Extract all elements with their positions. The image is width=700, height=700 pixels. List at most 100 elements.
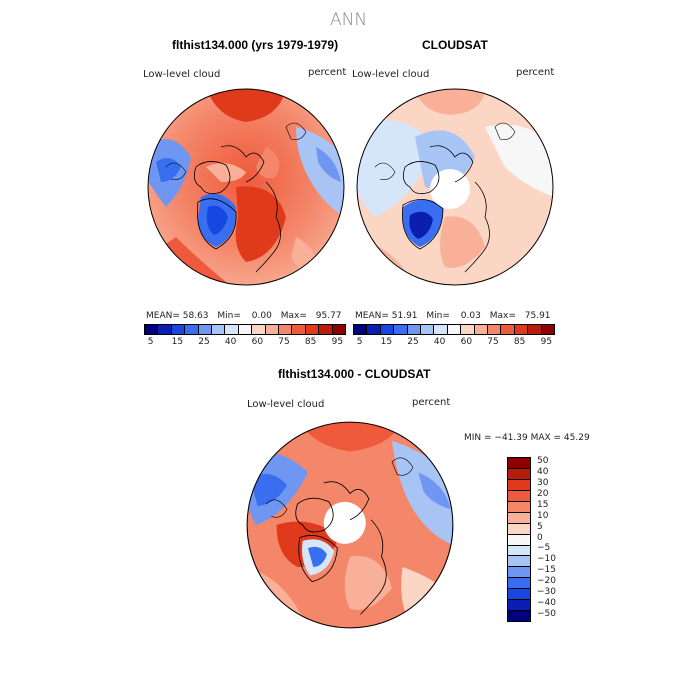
panel3-left-label: Low-level cloud	[247, 399, 325, 410]
colorbar-swatch	[421, 325, 435, 334]
colorbar-swatch	[508, 611, 530, 622]
colorbar-swatch	[508, 589, 530, 601]
colorbar-swatch	[407, 325, 422, 334]
colorbar-tick-label: −15	[537, 565, 556, 576]
colorbar-swatch	[332, 325, 346, 334]
panel2-left-label: Low-level cloud	[352, 69, 430, 80]
panel1-min: 0.00	[251, 311, 272, 321]
panel1-colorbar	[144, 324, 346, 335]
colorbar-tick-label: 85	[304, 337, 317, 347]
panel3-minmax: MIN = −41.39 MAX = 45.29	[464, 433, 590, 443]
colorbar-tick-label: −50	[537, 608, 556, 619]
panel2-mean: 51.91	[391, 311, 418, 321]
panel1-right-label: percent	[308, 67, 347, 78]
colorbar-swatch	[541, 325, 555, 334]
colorbar-tick-label: 25	[407, 337, 419, 347]
colorbar-swatch	[305, 325, 320, 334]
panel2-polar-map	[356, 88, 554, 286]
colorbar-swatch	[212, 325, 226, 334]
panel1-left-label: Low-level cloud	[143, 69, 221, 80]
colorbar-swatch	[265, 325, 280, 334]
colorbar-swatch	[508, 523, 530, 535]
panel1-mean-label: MEAN=	[146, 311, 180, 321]
panel1-max: 95.77	[315, 311, 342, 321]
colorbar-tick-label: 95	[331, 337, 344, 347]
colorbar-tick-label: −40	[537, 597, 556, 608]
panel2-max-label: Max=	[489, 311, 516, 321]
colorbar-swatch	[508, 534, 530, 546]
colorbar-swatch	[145, 325, 159, 334]
panel2-min: 0.03	[460, 311, 481, 321]
colorbar-tick-label: 5	[356, 337, 363, 347]
panel1-max-label: Max=	[280, 311, 307, 321]
colorbar-swatch	[394, 325, 408, 334]
colorbar-swatch	[252, 325, 266, 334]
panel2-mean-label: MEAN=	[355, 311, 389, 321]
colorbar-tick-label: −5	[537, 543, 551, 554]
colorbar-tick-label: 60	[251, 337, 264, 347]
panel3-title: flthist134.000 - CLOUDSAT	[278, 367, 431, 381]
panel2-max: 75.91	[524, 311, 551, 321]
colorbar-swatch	[185, 325, 199, 334]
colorbar-swatch	[354, 325, 368, 334]
colorbar-swatch	[380, 325, 395, 334]
colorbar-tick-label: 5	[537, 521, 543, 532]
colorbar-tick-label: 15	[380, 337, 393, 347]
colorbar-swatch	[461, 325, 475, 334]
colorbar-swatch	[508, 501, 530, 513]
colorbar-tick-label: 0	[537, 532, 543, 543]
panel1-mean: 58.63	[182, 311, 209, 321]
colorbar-swatch	[292, 325, 306, 334]
colorbar-swatch	[508, 556, 530, 568]
colorbar-swatch	[508, 490, 530, 502]
colorbar-tick-label: 75	[278, 337, 290, 347]
colorbar-swatch	[447, 325, 462, 334]
panel1-stats: MEAN= 58.63 Min= 0.00 Max= 95.77	[146, 311, 342, 321]
colorbar-swatch	[238, 325, 253, 334]
colorbar-swatch	[514, 325, 529, 334]
panel2-title: CLOUDSAT	[422, 38, 488, 52]
colorbar-swatch	[508, 578, 530, 590]
colorbar-tick-label: 85	[513, 337, 526, 347]
colorbar-tick-label: 25	[198, 337, 210, 347]
colorbar-tick-label: 30	[537, 478, 549, 489]
colorbar-tick-label: 40	[433, 337, 446, 347]
colorbar-swatch	[158, 325, 172, 334]
colorbar-swatch	[508, 479, 530, 491]
colorbar-tick-label: 15	[537, 499, 549, 510]
colorbar-swatch	[508, 468, 530, 480]
colorbar-swatch	[367, 325, 381, 334]
colorbar-swatch	[508, 600, 530, 612]
panel2-min-label: Min=	[426, 311, 450, 321]
colorbar-swatch	[488, 325, 502, 334]
colorbar-tick-label: −10	[537, 554, 556, 565]
colorbar-swatch	[319, 325, 333, 334]
colorbar-swatch	[508, 458, 530, 469]
panel3-colorbar	[507, 457, 531, 622]
panel3-polar-map	[246, 421, 454, 629]
colorbar-tick-label: −20	[537, 575, 556, 586]
colorbar-swatch	[528, 325, 542, 334]
colorbar-swatch	[508, 545, 530, 557]
colorbar-tick-label: 95	[540, 337, 553, 347]
panel3-right-label: percent	[412, 397, 451, 408]
colorbar-swatch	[501, 325, 515, 334]
colorbar-tick-label: 60	[460, 337, 473, 347]
colorbar-tick-label: 40	[224, 337, 237, 347]
colorbar-tick-label: 5	[147, 337, 154, 347]
panel1-polar-map	[147, 88, 345, 286]
colorbar-swatch	[279, 325, 293, 334]
colorbar-tick-label: 20	[537, 489, 549, 500]
colorbar-tick-label: 50	[537, 456, 549, 467]
colorbar-tick-label: 75	[487, 337, 499, 347]
colorbar-swatch	[171, 325, 186, 334]
colorbar-swatch	[474, 325, 489, 334]
colorbar-tick-label: −30	[537, 586, 556, 597]
panel1-min-label: Min=	[217, 311, 241, 321]
colorbar-swatch	[508, 512, 530, 524]
colorbar-swatch	[434, 325, 448, 334]
panel2-colorbar	[353, 324, 555, 335]
colorbar-swatch	[225, 325, 239, 334]
colorbar-swatch	[508, 567, 530, 579]
colorbar-swatch	[198, 325, 213, 334]
